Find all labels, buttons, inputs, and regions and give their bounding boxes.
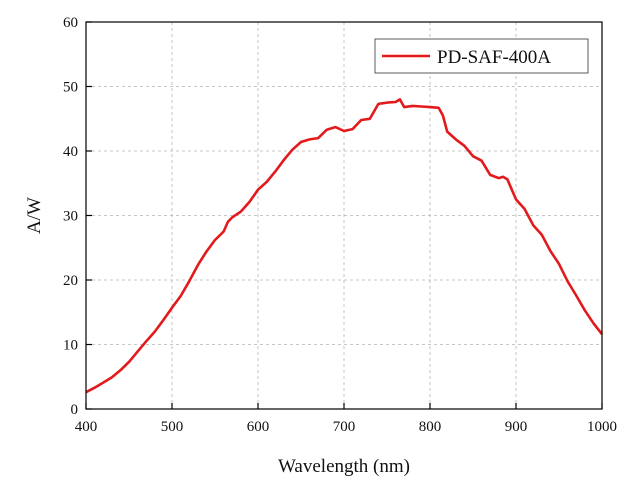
x-tick-label: 900 [505, 419, 528, 435]
x-tick-label: 600 [247, 419, 270, 435]
y-tick-label: 60 [63, 15, 78, 31]
y-tick-label: 20 [63, 273, 78, 289]
x-axis-label: Wavelength (nm) [278, 456, 410, 477]
tick-labels: 400 500 600 700 800 900 1000 0 10 20 30 40 50 60 [63, 15, 617, 435]
legend-label: PD-SAF-400A [437, 47, 551, 68]
legend: PD-SAF-400A [374, 38, 589, 74]
plot-frame [85, 21, 603, 410]
series-line [85, 98, 604, 394]
x-tick-label: 400 [75, 419, 98, 435]
y-tick-label: 0 [71, 402, 79, 418]
y-tick-label: 50 [63, 80, 78, 96]
y-axis-label: A/W [24, 197, 45, 234]
x-tick-label: 700 [333, 419, 356, 435]
y-tick-label: 30 [63, 209, 78, 225]
grid-lines [86, 22, 602, 409]
y-tick-label: 10 [63, 338, 78, 354]
x-tick-label: 800 [419, 419, 442, 435]
x-tick-label: 500 [161, 419, 184, 435]
y-tick-label: 40 [63, 144, 78, 160]
x-tick-label: 1000 [587, 419, 617, 435]
